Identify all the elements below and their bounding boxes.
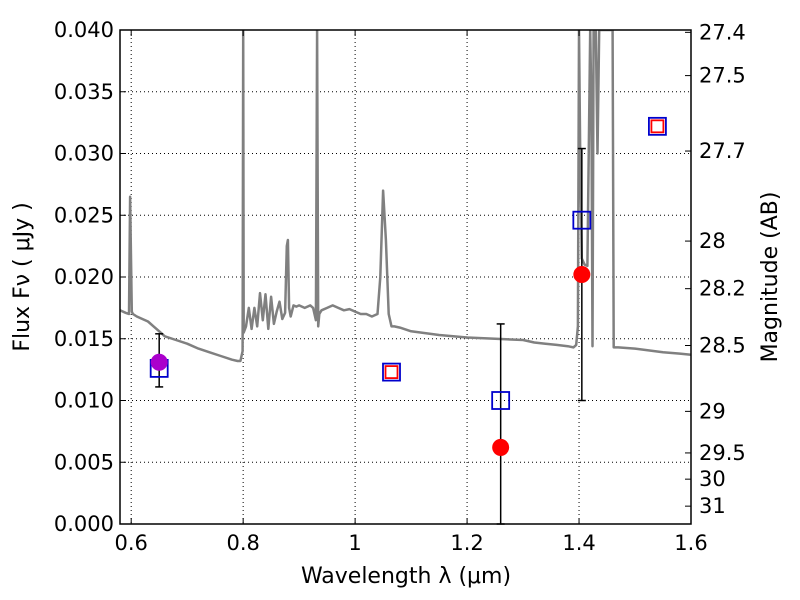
spectrum-layer xyxy=(120,30,691,363)
mag-tick-label: 30 xyxy=(699,467,726,491)
circle-marker xyxy=(492,438,510,456)
y-tick-label: 0.000 xyxy=(54,512,114,536)
mag-tick-label: 28 xyxy=(699,229,726,253)
y-axis-label: Flux Fν ( μJy ) xyxy=(10,202,35,351)
y-tick-label: 0.010 xyxy=(54,389,114,413)
marker-layer xyxy=(149,116,667,525)
y-tick-label: 0.030 xyxy=(54,142,114,166)
spectrum-line xyxy=(120,30,691,363)
blue-square-marker xyxy=(382,362,401,382)
blue-square-marker xyxy=(648,116,667,136)
mag-tick-label: 27.7 xyxy=(699,139,746,163)
x-tick-label: 0.6 xyxy=(114,531,147,555)
circle-marker xyxy=(150,353,168,371)
mag-tick-label: 27.5 xyxy=(699,64,746,88)
grid-lines xyxy=(120,29,692,525)
mag-tick-label: 27.4 xyxy=(699,20,746,44)
mag-tick-label: 28.2 xyxy=(699,277,746,301)
y-tick-label: 0.025 xyxy=(54,203,114,227)
y-tick-label: 0.005 xyxy=(54,450,114,474)
plot-frame xyxy=(119,29,692,525)
x-tick-label: 0.8 xyxy=(226,531,259,555)
x-tick-label: 1.6 xyxy=(674,531,707,555)
x-tick-label: 1 xyxy=(348,531,361,555)
mag-tick-label: 29.5 xyxy=(699,441,746,465)
y-tick-label: 0.035 xyxy=(54,80,114,104)
y-tick-label: 0.015 xyxy=(54,327,114,351)
blue-square-marker xyxy=(572,210,592,230)
blue-square-marker xyxy=(491,391,511,410)
x-tick-label: 1.4 xyxy=(562,531,595,555)
right-axis-label: Magnitude (AB) xyxy=(758,192,783,363)
red-square-marker xyxy=(650,119,665,134)
mag-tick-label: 31 xyxy=(699,494,726,518)
tick-layer: 0.6 0.8 1 1.2 1.4 1.6 0.000 0.005 0.010 0.015 0.02… xyxy=(54,18,746,555)
y-tick-label: 0.020 xyxy=(54,265,114,289)
x-axis-label: Wavelength λ (μm) xyxy=(301,564,511,589)
mag-tick-label: 29 xyxy=(699,399,726,423)
x-tick-label: 1.2 xyxy=(450,531,483,555)
mag-tick-label: 28.5 xyxy=(699,333,746,357)
circle-marker xyxy=(573,266,591,284)
red-square-marker xyxy=(384,365,399,379)
y-tick-label: 0.040 xyxy=(54,18,114,42)
